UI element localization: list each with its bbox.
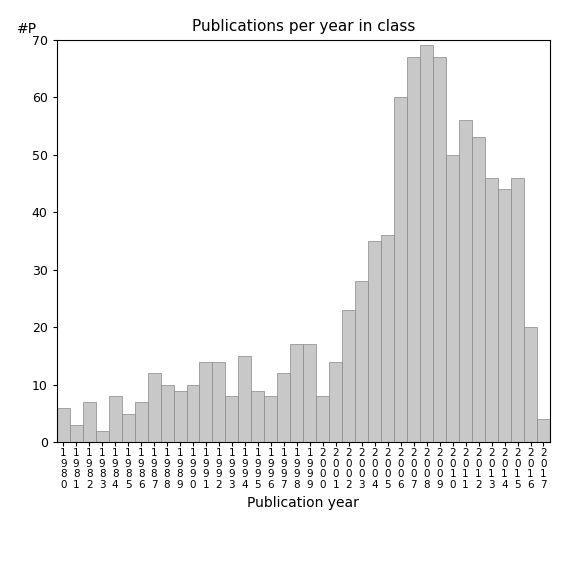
Bar bbox=[200, 362, 213, 442]
Bar bbox=[433, 57, 446, 442]
Bar bbox=[239, 356, 251, 442]
Bar bbox=[147, 373, 160, 442]
Bar bbox=[187, 385, 200, 442]
Bar bbox=[83, 402, 96, 442]
Title: Publications per year in class: Publications per year in class bbox=[192, 19, 415, 35]
Bar bbox=[511, 177, 524, 442]
Bar bbox=[109, 396, 121, 442]
Bar bbox=[251, 391, 264, 442]
Bar bbox=[264, 396, 277, 442]
Bar bbox=[420, 45, 433, 442]
Bar bbox=[329, 362, 342, 442]
Bar bbox=[134, 402, 147, 442]
Bar bbox=[303, 345, 316, 442]
Bar bbox=[472, 137, 485, 442]
Bar bbox=[160, 385, 174, 442]
Bar bbox=[537, 419, 550, 442]
Bar bbox=[485, 177, 498, 442]
Bar bbox=[277, 373, 290, 442]
Bar bbox=[226, 396, 239, 442]
Bar bbox=[407, 57, 420, 442]
X-axis label: Publication year: Publication year bbox=[247, 496, 359, 510]
Bar bbox=[498, 189, 511, 442]
Bar bbox=[459, 120, 472, 442]
Bar bbox=[316, 396, 329, 442]
Bar bbox=[121, 413, 134, 442]
Bar bbox=[174, 391, 187, 442]
Bar bbox=[394, 97, 407, 442]
Bar bbox=[356, 281, 368, 442]
Bar bbox=[446, 155, 459, 442]
Bar bbox=[368, 241, 381, 442]
Bar bbox=[213, 362, 226, 442]
Text: #P: #P bbox=[17, 22, 37, 36]
Bar bbox=[381, 235, 394, 442]
Bar bbox=[290, 345, 303, 442]
Bar bbox=[96, 431, 109, 442]
Bar bbox=[342, 310, 356, 442]
Bar bbox=[57, 408, 70, 442]
Bar bbox=[524, 327, 537, 442]
Bar bbox=[70, 425, 83, 442]
